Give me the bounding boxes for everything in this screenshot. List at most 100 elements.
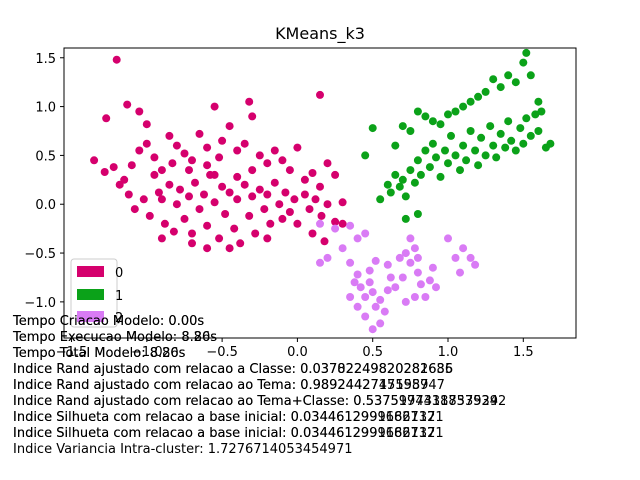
point-cluster-0-2: [135, 107, 144, 116]
y-tick-label: 0.0: [35, 198, 56, 213]
point-cluster-0-40: [124, 190, 133, 199]
x-tick-label: −0.5: [206, 345, 238, 360]
point-cluster-1-50: [496, 83, 505, 92]
point-cluster-0-22: [225, 122, 234, 131]
point-cluster-1-65: [401, 214, 410, 223]
point-cluster-0-92: [188, 239, 196, 248]
points-layer: [90, 48, 555, 334]
point-cluster-2-0: [316, 219, 324, 228]
point-cluster-0-29: [278, 156, 287, 165]
point-cluster-0-89: [308, 229, 317, 238]
point-cluster-1-16: [432, 153, 440, 162]
point-cluster-0-81: [300, 190, 309, 199]
point-cluster-2-45: [459, 244, 468, 253]
point-cluster-0-15: [172, 141, 181, 150]
x-tick-label: 1.0: [438, 345, 459, 360]
point-cluster-2-10: [365, 278, 374, 287]
point-cluster-0-103: [215, 153, 224, 162]
point-cluster-1-26: [471, 146, 480, 155]
point-cluster-0-66: [240, 180, 249, 189]
stat-overlay-1: Tempo Criacao Modelo: 0.00s: [12, 314, 204, 329]
point-cluster-0-53: [191, 178, 199, 187]
point-cluster-1-63: [398, 122, 407, 131]
point-cluster-0-100: [338, 198, 347, 207]
point-cluster-0-52: [188, 229, 196, 238]
stat-overlay-2: Tempo Execucao Modelo: 8.26s: [12, 330, 217, 345]
point-cluster-1-38: [516, 124, 525, 133]
point-cluster-0-46: [165, 180, 174, 189]
point-cluster-0-71: [260, 205, 269, 214]
point-cluster-2-15: [383, 286, 392, 295]
point-cluster-2-32: [425, 276, 434, 285]
point-cluster-0-21: [218, 136, 227, 145]
point-cluster-1-25: [466, 127, 475, 135]
point-cluster-0-45: [160, 219, 169, 228]
point-cluster-0-76: [278, 214, 287, 223]
point-cluster-1-0: [361, 151, 370, 160]
point-cluster-2-25: [395, 253, 404, 262]
y-tick-label: 1.5: [35, 52, 56, 67]
y-tick-label: −1.0: [24, 296, 56, 311]
point-cluster-1-56: [451, 107, 460, 116]
point-cluster-0-3: [142, 120, 151, 129]
point-cluster-2-24: [391, 283, 400, 292]
legend-label-2: 2: [115, 311, 123, 326]
point-cluster-1-60: [421, 112, 430, 121]
point-cluster-0-25: [248, 112, 257, 121]
point-cluster-0-48: [172, 200, 181, 209]
point-cluster-1-66: [413, 210, 422, 218]
x-tick-label: −1.0: [131, 345, 163, 360]
plot-frame: [63, 47, 577, 339]
point-cluster-1-1: [368, 124, 377, 133]
stats-text: Tempo Criacao Modelo: 0.00s Tempo Execuc…: [12, 314, 506, 457]
stat-line-4: Indice Rand ajustado com relacao a Class…: [13, 362, 453, 377]
point-cluster-2-39: [413, 253, 422, 262]
point-cluster-0-26: [255, 151, 264, 160]
point-cluster-1-8: [401, 192, 410, 201]
point-cluster-0-80: [293, 219, 302, 228]
stat-line-9: Indice Variancia Intra-cluster: 1.727671…: [13, 442, 353, 457]
point-cluster-1-35: [504, 117, 513, 126]
point-cluster-1-22: [456, 166, 464, 175]
point-cluster-2-38: [406, 234, 415, 243]
point-cluster-2-11: [368, 288, 377, 297]
point-cluster-1-47: [519, 58, 528, 67]
point-cluster-2-16: [376, 319, 385, 328]
point-cluster-0-44: [154, 188, 163, 197]
point-cluster-0-39: [210, 102, 219, 111]
point-cluster-2-12: [371, 302, 380, 311]
point-cluster-1-62: [406, 127, 415, 135]
point-cluster-0-82: [305, 205, 314, 214]
point-cluster-0-35: [323, 159, 332, 168]
point-cluster-2-20: [346, 293, 355, 301]
point-cluster-2-5: [338, 244, 347, 253]
point-cluster-1-20: [447, 131, 455, 140]
point-cluster-2-43: [451, 253, 460, 262]
point-cluster-1-49: [504, 71, 513, 80]
point-cluster-0-24: [240, 139, 249, 148]
point-cluster-1-18: [441, 146, 449, 155]
point-cluster-1-68: [537, 107, 546, 116]
point-cluster-0-41: [130, 205, 139, 214]
point-cluster-0-93: [157, 234, 166, 243]
point-cluster-2-3: [353, 234, 362, 243]
point-cluster-1-7: [398, 175, 407, 184]
point-cluster-0-77: [281, 188, 290, 197]
point-cluster-1-3: [383, 180, 392, 189]
point-cluster-1-52: [481, 87, 490, 96]
stat-overlay-7: Indice Silhueta com relacao a base inici…: [13, 410, 444, 425]
point-cluster-0-12: [150, 153, 159, 162]
point-cluster-2-6: [346, 258, 355, 267]
point-cluster-2-26: [401, 249, 410, 258]
point-cluster-0-23: [233, 146, 242, 155]
stat-overlay-6: Indice Rand ajustado com relacao ao Tema…: [13, 394, 506, 409]
point-cluster-1-59: [428, 117, 437, 126]
stat-line-2: Tempo Execucao Modelo: 8.80s: [12, 330, 217, 345]
point-cluster-2-18: [361, 312, 370, 321]
point-cluster-2-1: [331, 224, 340, 233]
point-cluster-0-64: [233, 195, 242, 204]
y-tick-label: 0.5: [35, 149, 56, 164]
x-tick-label: 0.0: [287, 345, 308, 360]
point-cluster-0-62: [225, 188, 234, 197]
